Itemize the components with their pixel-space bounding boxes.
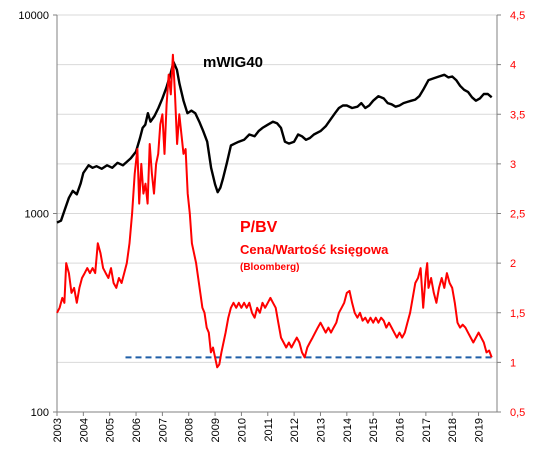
mwig-label: mWIG40 xyxy=(203,54,263,71)
x-tick-label: 2005 xyxy=(105,418,117,442)
pbv-series-line xyxy=(56,53,493,369)
right-tick-label: 3 xyxy=(510,159,516,171)
x-tick-label: 2009 xyxy=(210,418,222,442)
right-tick-label: 1 xyxy=(510,357,516,369)
x-tick-label: 2016 xyxy=(395,418,407,442)
x-tick-label: 2012 xyxy=(289,418,301,442)
x-tick-label: 2006 xyxy=(131,418,143,442)
x-axis-ticks: 2003 2004 2005 2006 2007 2008 2009 2010 2011 2012… xyxy=(52,412,486,442)
pbv-label: P/BV xyxy=(240,219,278,236)
x-tick-label: 2004 xyxy=(78,418,90,442)
x-tick-label: 2013 xyxy=(315,418,327,442)
mwig40-series-line xyxy=(56,60,493,224)
left-tick-label: 1000 xyxy=(25,209,49,221)
left-tick-label: 100 xyxy=(31,407,49,419)
right-tick-label: 4 xyxy=(510,60,516,72)
x-tick-label: 2008 xyxy=(184,418,196,442)
right-tick-label: 4,5 xyxy=(510,10,525,22)
x-tick-label: 2010 xyxy=(236,418,248,442)
cena-label: Cena/Wartość księgowa xyxy=(240,242,389,257)
gridlines xyxy=(57,14,497,363)
x-tick-label: 2018 xyxy=(447,418,459,442)
bloomberg-label: (Bloomberg) xyxy=(240,262,299,273)
right-axis-ticks: 4,5 4 3,5 3 2,5 2 1,5 1 0,5 xyxy=(497,10,525,419)
x-tick-label: 2011 xyxy=(263,418,275,442)
x-tick-label: 2014 xyxy=(342,418,354,442)
right-tick-label: 2 xyxy=(510,258,516,270)
right-tick-label: 0,5 xyxy=(510,407,525,419)
annotations: mWIG40 P/BV Cena/Wartość księgowa (Bloom… xyxy=(203,54,389,273)
x-tick-label: 2003 xyxy=(52,418,64,442)
left-axis-ticks: 10000 1000 100 xyxy=(18,10,57,419)
x-tick-label: 2017 xyxy=(421,418,433,442)
series-layer xyxy=(56,53,493,369)
right-tick-label: 2,5 xyxy=(510,209,525,221)
left-tick-label: 10000 xyxy=(18,10,49,22)
right-tick-label: 1,5 xyxy=(510,308,525,320)
right-tick-label: 3,5 xyxy=(510,109,525,121)
x-tick-label: 2007 xyxy=(157,418,169,442)
x-tick-label: 2019 xyxy=(474,418,486,442)
x-tick-label: 2015 xyxy=(368,418,380,442)
